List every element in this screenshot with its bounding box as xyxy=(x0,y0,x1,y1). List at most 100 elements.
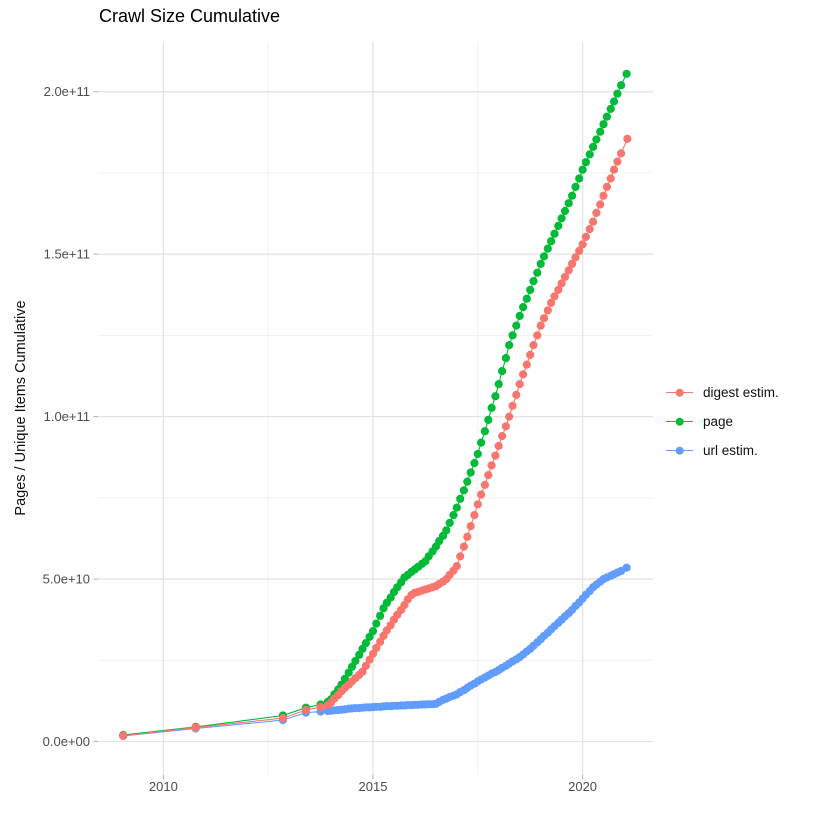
data-point xyxy=(119,731,128,740)
legend-key-icon xyxy=(666,417,693,427)
data-point xyxy=(316,703,325,712)
data-point xyxy=(515,380,524,389)
data-point xyxy=(533,331,542,340)
data-point xyxy=(585,225,594,234)
data-point xyxy=(547,237,556,246)
x-tick-label: 2010 xyxy=(149,779,178,794)
data-point xyxy=(596,127,605,136)
data-point xyxy=(484,415,493,424)
data-point xyxy=(560,272,570,281)
data-point xyxy=(191,723,200,732)
data-point xyxy=(522,294,531,303)
data-point xyxy=(491,451,500,460)
data-point xyxy=(494,380,503,389)
data-point xyxy=(473,500,482,509)
data-point xyxy=(361,639,370,648)
data-point xyxy=(609,97,619,106)
data-point xyxy=(480,427,489,436)
legend-label: digest estim. xyxy=(703,385,779,400)
data-point xyxy=(602,182,612,191)
data-point xyxy=(463,532,472,541)
data-point xyxy=(571,253,580,262)
data-point xyxy=(340,674,349,683)
data-point xyxy=(589,217,598,226)
data-point xyxy=(494,441,503,450)
data-point xyxy=(498,432,507,441)
data-point xyxy=(505,341,514,350)
data-point xyxy=(498,367,507,376)
data-point xyxy=(575,246,584,255)
data-point xyxy=(526,285,535,294)
y-tick-label: 1.0e+11 xyxy=(44,409,90,424)
data-point xyxy=(617,149,626,158)
y-tick-label: 0.0e+00 xyxy=(43,734,90,749)
data-point xyxy=(487,403,496,412)
data-point xyxy=(487,461,496,470)
legend-label: page xyxy=(703,414,734,429)
data-point xyxy=(466,522,475,531)
data-point xyxy=(602,112,612,121)
data-point xyxy=(578,240,587,249)
data-point xyxy=(470,459,479,468)
data-point xyxy=(368,627,378,636)
data-point xyxy=(539,314,549,323)
y-tick-label: 2.0e+11 xyxy=(44,84,90,99)
data-point xyxy=(372,619,381,628)
legend-key-icon xyxy=(666,446,693,456)
data-point xyxy=(529,277,538,286)
data-point xyxy=(473,449,482,459)
y-tick-label: 1.5e+11 xyxy=(44,247,90,262)
data-point xyxy=(480,480,489,489)
data-point xyxy=(550,229,559,238)
data-point xyxy=(526,350,535,359)
legend-item-digest-estim: digest estim. xyxy=(666,378,779,407)
data-point xyxy=(571,182,580,191)
data-point xyxy=(617,81,626,90)
legend-key-icon xyxy=(666,388,693,398)
data-point xyxy=(491,392,500,401)
data-point xyxy=(519,370,528,379)
y-tick-label: 5.0e+10 xyxy=(43,572,90,587)
data-point xyxy=(301,705,310,715)
data-point xyxy=(456,494,465,503)
data-point xyxy=(564,266,573,275)
data-point xyxy=(609,165,619,174)
data-point xyxy=(568,191,577,200)
data-point xyxy=(550,292,559,301)
data-point xyxy=(456,552,465,561)
data-point xyxy=(351,656,360,666)
data-point xyxy=(592,135,601,144)
data-point xyxy=(376,611,385,620)
data-point xyxy=(459,486,468,495)
data-point xyxy=(445,518,454,528)
data-point xyxy=(606,174,615,183)
data-point xyxy=(564,199,573,208)
data-point xyxy=(539,252,549,261)
data-point xyxy=(442,526,451,535)
data-point xyxy=(477,438,486,447)
legend-item-url-estim: url estim. xyxy=(666,436,779,465)
data-point xyxy=(508,401,517,410)
data-point xyxy=(508,331,517,340)
data-point xyxy=(466,468,475,477)
data-point xyxy=(554,221,563,230)
data-point xyxy=(459,542,468,551)
data-point xyxy=(512,321,521,330)
x-tick-label: 2015 xyxy=(359,779,388,794)
data-point xyxy=(372,643,381,653)
data-point xyxy=(536,321,545,330)
data-point xyxy=(606,104,615,113)
data-point xyxy=(449,510,458,520)
legend-item-page: page xyxy=(666,407,779,436)
data-point xyxy=(613,89,622,98)
data-point xyxy=(533,268,542,277)
legend: digest estim. page url estim. xyxy=(666,378,779,465)
data-point xyxy=(484,471,493,480)
data-point xyxy=(599,191,608,200)
chart-title: Crawl Size Cumulative xyxy=(99,6,281,26)
data-point xyxy=(622,69,631,78)
data-point xyxy=(613,157,622,166)
data-point xyxy=(522,360,531,369)
